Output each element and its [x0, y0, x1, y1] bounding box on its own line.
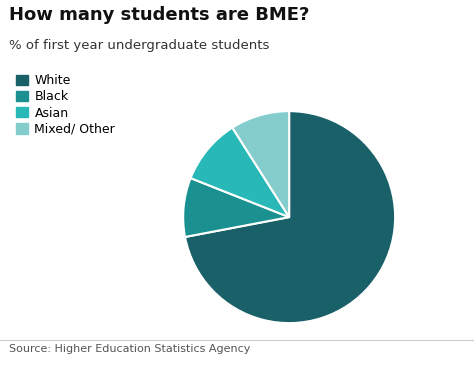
Text: BBC: BBC	[416, 346, 447, 359]
Text: % of first year undergraduate students: % of first year undergraduate students	[9, 39, 270, 52]
Text: How many students are BME?: How many students are BME?	[9, 6, 310, 24]
Text: Source: Higher Education Statistics Agency: Source: Higher Education Statistics Agen…	[9, 344, 251, 354]
Wedge shape	[232, 111, 289, 217]
Wedge shape	[183, 178, 289, 237]
Wedge shape	[191, 128, 289, 217]
Legend: White, Black, Asian, Mixed/ Other: White, Black, Asian, Mixed/ Other	[16, 74, 115, 136]
Wedge shape	[185, 111, 395, 323]
